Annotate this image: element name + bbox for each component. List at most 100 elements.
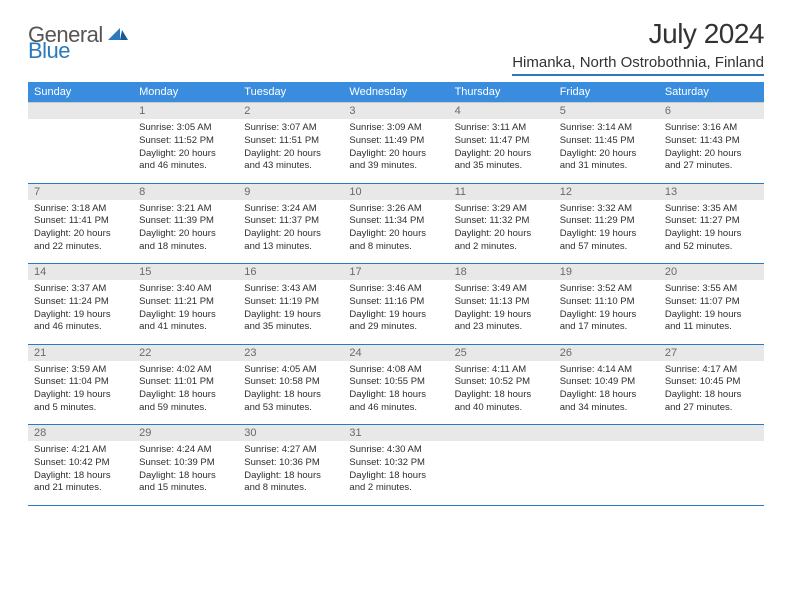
sunset-text: Sunset: 10:32 PM xyxy=(349,457,442,470)
content-row: Sunrise: 3:05 AMSunset: 11:52 PM Daylight… xyxy=(28,119,764,183)
sunrise-text: Sunrise: 4:14 AM xyxy=(560,364,653,377)
day-content-cell: Sunrise: 3:24 AMSunset: 11:37 PMDaylight… xyxy=(238,200,343,264)
day-number-cell: 4 xyxy=(449,103,554,120)
daylight-text: Daylight: 20 hours and 22 minutes. xyxy=(34,228,127,254)
content-row: Sunrise: 3:18 AMSunset: 11:41 PMDaylight… xyxy=(28,200,764,264)
calendar-body: 123456 Sunrise: 3:05 AMSunset: 11:52 PM Da… xyxy=(28,103,764,506)
day-number-cell xyxy=(659,425,764,442)
sunset-text: Sunset: 10:49 PM xyxy=(560,376,653,389)
sunrise-text: Sunrise: 4:21 AM xyxy=(34,444,127,457)
sunrise-text: Sunrise: 3:26 AM xyxy=(349,203,442,216)
sunrise-text: Sunrise: 4:08 AM xyxy=(349,364,442,377)
day-content-cell: Sunrise: 3:18 AMSunset: 11:41 PMDaylight… xyxy=(28,200,133,264)
sunrise-text: Sunrise: 3:55 AM xyxy=(665,283,758,296)
daynum-row: 123456 xyxy=(28,103,764,120)
daylight-text: Daylight: 20 hours and 13 minutes. xyxy=(244,228,337,254)
day-content-cell: Sunrise: 3:32 AMSunset: 11:29 PMDaylight… xyxy=(554,200,659,264)
daylight-text: Daylight: 20 hours and 31 minutes. xyxy=(560,148,653,174)
day-number-cell: 12 xyxy=(554,183,659,200)
day-content-cell: Sunrise: 3:49 AMSunset: 11:13 PMDaylight… xyxy=(449,280,554,344)
day-content-cell: Sunrise: 4:27 AMSunset: 10:36 PMDaylight… xyxy=(238,441,343,505)
day-content-cell: Sunrise: 3:59 AMSunset: 11:04 PMDaylight… xyxy=(28,361,133,425)
sunset-text: Sunset: 11:51 PM xyxy=(244,135,337,148)
weekday-header-row: Sunday Monday Tuesday Wednesday Thursday… xyxy=(28,82,764,103)
day-number-cell: 7 xyxy=(28,183,133,200)
sunset-text: Sunset: 11:52 PM xyxy=(139,135,232,148)
day-content-cell: Sunrise: 3:07 AMSunset: 11:51 PMDaylight… xyxy=(238,119,343,183)
sunrise-text: Sunrise: 4:02 AM xyxy=(139,364,232,377)
daynum-row: 28293031 xyxy=(28,425,764,442)
daylight-text: Daylight: 18 hours and 53 minutes. xyxy=(244,389,337,415)
day-number-cell: 1 xyxy=(133,103,238,120)
sunrise-text: Sunrise: 3:35 AM xyxy=(665,203,758,216)
daylight-text: Daylight: 19 hours and 57 minutes. xyxy=(560,228,653,254)
daylight-text: Daylight: 19 hours and 46 minutes. xyxy=(34,309,127,335)
day-content-cell: Sunrise: 4:02 AMSunset: 11:01 PMDaylight… xyxy=(133,361,238,425)
sunrise-text: Sunrise: 3:49 AM xyxy=(455,283,548,296)
sunrise-text: Sunrise: 3:43 AM xyxy=(244,283,337,296)
day-content-cell: Sunrise: 3:26 AMSunset: 11:34 PMDaylight… xyxy=(343,200,448,264)
calendar-table: Sunday Monday Tuesday Wednesday Thursday… xyxy=(28,82,764,506)
daylight-text: Daylight: 18 hours and 15 minutes. xyxy=(139,470,232,496)
day-content-cell: Sunrise: 4:05 AMSunset: 10:58 PMDaylight… xyxy=(238,361,343,425)
day-number-cell: 16 xyxy=(238,264,343,281)
daylight-text: Daylight: 18 hours and 46 minutes. xyxy=(349,389,442,415)
sunset-text: Sunset: 11:27 PM xyxy=(665,215,758,228)
sunset-text: Sunset: 11:13 PM xyxy=(455,296,548,309)
daylight-text: Daylight: 20 hours and 39 minutes. xyxy=(349,148,442,174)
sunrise-text: Sunrise: 3:46 AM xyxy=(349,283,442,296)
daylight-text: Daylight: 20 hours and 35 minutes. xyxy=(455,148,548,174)
day-number-cell: 11 xyxy=(449,183,554,200)
sunset-text: Sunset: 10:55 PM xyxy=(349,376,442,389)
day-content-cell: Sunrise: 4:24 AMSunset: 10:39 PMDaylight… xyxy=(133,441,238,505)
day-content-cell: Sunrise: 3:11 AMSunset: 11:47 PMDaylight… xyxy=(449,119,554,183)
daylight-text: Daylight: 18 hours and 2 minutes. xyxy=(349,470,442,496)
daylight-text: Daylight: 18 hours and 21 minutes. xyxy=(34,470,127,496)
sunrise-text: Sunrise: 3:11 AM xyxy=(455,122,548,135)
sunrise-text: Sunrise: 3:37 AM xyxy=(34,283,127,296)
day-number-cell: 25 xyxy=(449,344,554,361)
weekday-header: Thursday xyxy=(449,82,554,103)
day-content-cell: Sunrise: 3:40 AMSunset: 11:21 PMDaylight… xyxy=(133,280,238,344)
sunset-text: Sunset: 11:32 PM xyxy=(455,215,548,228)
day-number-cell: 15 xyxy=(133,264,238,281)
sunset-text: Sunset: 11:39 PM xyxy=(139,215,232,228)
day-content-cell: Sunrise: 3:16 AMSunset: 11:43 PMDaylight… xyxy=(659,119,764,183)
day-number-cell: 19 xyxy=(554,264,659,281)
daylight-text: Daylight: 19 hours and 17 minutes. xyxy=(560,309,653,335)
daylight-text: Daylight: 19 hours and 52 minutes. xyxy=(665,228,758,254)
sunrise-text: Sunrise: 3:05 AM xyxy=(139,122,232,135)
day-number-cell: 31 xyxy=(343,425,448,442)
sunset-text: Sunset: 11:07 PM xyxy=(665,296,758,309)
content-row: Sunrise: 3:37 AMSunset: 11:24 PMDaylight… xyxy=(28,280,764,344)
sunrise-text: Sunrise: 3:07 AM xyxy=(244,122,337,135)
sunrise-text: Sunrise: 3:59 AM xyxy=(34,364,127,377)
sunrise-text: Sunrise: 3:24 AM xyxy=(244,203,337,216)
sunrise-text: Sunrise: 3:21 AM xyxy=(139,203,232,216)
daylight-text: Daylight: 19 hours and 11 minutes. xyxy=(665,309,758,335)
day-number-cell: 5 xyxy=(554,103,659,120)
weekday-header: Wednesday xyxy=(343,82,448,103)
weekday-header: Sunday xyxy=(28,82,133,103)
daylight-text: Daylight: 19 hours and 5 minutes. xyxy=(34,389,127,415)
day-content-cell: Sunrise: 3:14 AMSunset: 11:45 PMDaylight… xyxy=(554,119,659,183)
day-content-cell: Sunrise: 3:21 AMSunset: 11:39 PMDaylight… xyxy=(133,200,238,264)
logo-line2: Blue xyxy=(28,38,70,64)
sunset-text: Sunset: 10:39 PM xyxy=(139,457,232,470)
day-content-cell: Sunrise: 4:14 AMSunset: 10:49 PMDaylight… xyxy=(554,361,659,425)
sunrise-text: Sunrise: 3:09 AM xyxy=(349,122,442,135)
day-number-cell: 3 xyxy=(343,103,448,120)
logo-text-blue: Blue xyxy=(28,38,70,63)
day-content-cell: Sunrise: 3:05 AMSunset: 11:52 PMDaylight… xyxy=(133,119,238,183)
day-content-cell xyxy=(28,119,133,183)
sunset-text: Sunset: 11:49 PM xyxy=(349,135,442,148)
daynum-row: 14151617181920 xyxy=(28,264,764,281)
page-title: July 2024 xyxy=(512,18,764,50)
daylight-text: Daylight: 18 hours and 34 minutes. xyxy=(560,389,653,415)
sunrise-text: Sunrise: 4:11 AM xyxy=(455,364,548,377)
day-number-cell xyxy=(449,425,554,442)
sunset-text: Sunset: 11:19 PM xyxy=(244,296,337,309)
sunrise-text: Sunrise: 3:40 AM xyxy=(139,283,232,296)
day-number-cell xyxy=(28,103,133,120)
day-content-cell: Sunrise: 4:08 AMSunset: 10:55 PMDaylight… xyxy=(343,361,448,425)
